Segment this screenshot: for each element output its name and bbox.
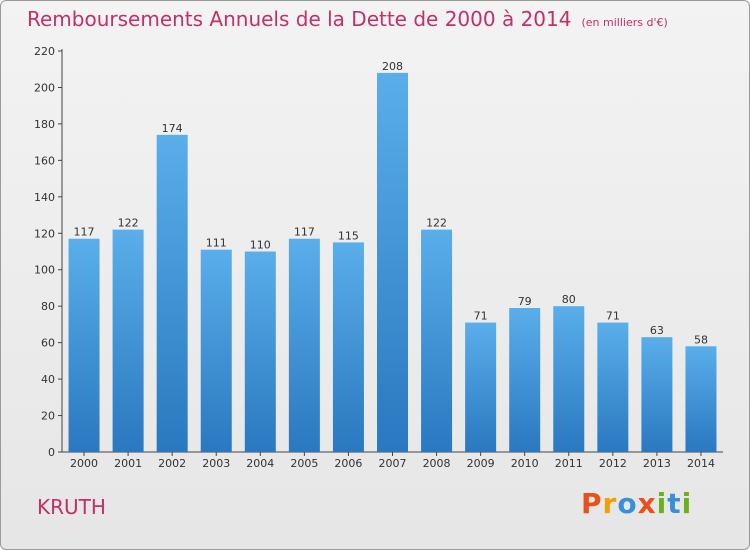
x-tick-label: 2004 xyxy=(246,457,274,470)
bar-value-label: 79 xyxy=(518,295,532,308)
bar xyxy=(332,242,364,452)
bar-value-label: 71 xyxy=(474,310,488,323)
logo-letter: t xyxy=(667,487,682,520)
x-tick-label: 2005 xyxy=(290,457,318,470)
logo-letter: o xyxy=(617,487,638,520)
bar-value-label: 122 xyxy=(118,217,139,230)
x-tick-label: 2006 xyxy=(334,457,362,470)
bar xyxy=(509,308,541,452)
bar xyxy=(68,238,100,452)
logo-letter: i xyxy=(681,487,693,520)
bar-value-label: 122 xyxy=(426,217,447,230)
bar xyxy=(200,249,232,452)
bar xyxy=(685,346,717,452)
chart-bars: 117 122 174 111 110 117 115 208 122 71 79 80 71 63 58 xyxy=(68,60,717,452)
bar xyxy=(421,229,453,452)
bar-value-label: 174 xyxy=(162,122,183,135)
x-tick-label: 2002 xyxy=(158,457,186,470)
bar-value-label: 58 xyxy=(694,333,708,346)
bar-value-label: 111 xyxy=(206,237,227,250)
y-tick-label: 0 xyxy=(48,446,55,459)
bar-value-label: 63 xyxy=(650,324,664,337)
bar xyxy=(597,322,629,452)
y-tick-label: 20 xyxy=(41,410,55,423)
bar xyxy=(288,238,320,452)
y-tick-label: 60 xyxy=(41,337,55,350)
chart-title: Remboursements Annuels de la Dette de 20… xyxy=(27,7,668,31)
logo-letter: P xyxy=(581,487,603,520)
bar-value-label: 71 xyxy=(606,310,620,323)
x-tick-label: 2012 xyxy=(599,457,627,470)
x-tick-label: 2010 xyxy=(511,457,539,470)
bar-value-label: 80 xyxy=(562,293,576,306)
bar xyxy=(465,322,497,452)
logo-letter: x xyxy=(637,487,657,520)
proxiti-logo: Proxiti xyxy=(581,487,692,520)
bar xyxy=(156,134,188,452)
chart-unit: (en milliers d'€) xyxy=(581,16,668,29)
x-tick-label: 2013 xyxy=(643,457,671,470)
bar-value-label: 110 xyxy=(250,239,271,252)
x-tick-label: 2008 xyxy=(423,457,451,470)
x-tick-label: 2001 xyxy=(114,457,142,470)
chart-axes: 0 20 40 60 80 100 120 140 160 180 200 220 2000 2001 20… xyxy=(34,45,723,470)
y-tick-label: 120 xyxy=(34,227,55,240)
bar-value-label: 117 xyxy=(74,226,95,239)
y-tick-label: 40 xyxy=(41,373,55,386)
y-tick-label: 80 xyxy=(41,300,55,313)
bar xyxy=(244,251,276,452)
logo-letter: r xyxy=(602,487,618,520)
chart-title-text: Remboursements Annuels de la Dette de 20… xyxy=(27,7,572,31)
bar-value-label: 117 xyxy=(294,226,315,239)
bar-value-label: 208 xyxy=(382,60,403,73)
y-tick-label: 180 xyxy=(34,118,55,131)
logo-letter: i xyxy=(656,487,668,520)
bar xyxy=(112,229,144,452)
bar-value-label: 115 xyxy=(338,229,359,242)
bar xyxy=(377,72,408,452)
y-tick-label: 200 xyxy=(34,81,55,94)
y-tick-label: 100 xyxy=(34,264,55,277)
x-tick-label: 2007 xyxy=(379,457,407,470)
y-tick-label: 220 xyxy=(34,45,55,58)
bar xyxy=(553,306,585,452)
x-tick-label: 2000 xyxy=(70,457,98,470)
x-tick-label: 2011 xyxy=(555,457,583,470)
x-tick-label: 2014 xyxy=(687,457,715,470)
x-tick-label: 2009 xyxy=(467,457,495,470)
x-tick-label: 2003 xyxy=(202,457,230,470)
bar xyxy=(641,337,673,452)
y-tick-label: 160 xyxy=(34,154,55,167)
y-tick-label: 140 xyxy=(34,191,55,204)
town-name: KRUTH xyxy=(37,495,106,519)
